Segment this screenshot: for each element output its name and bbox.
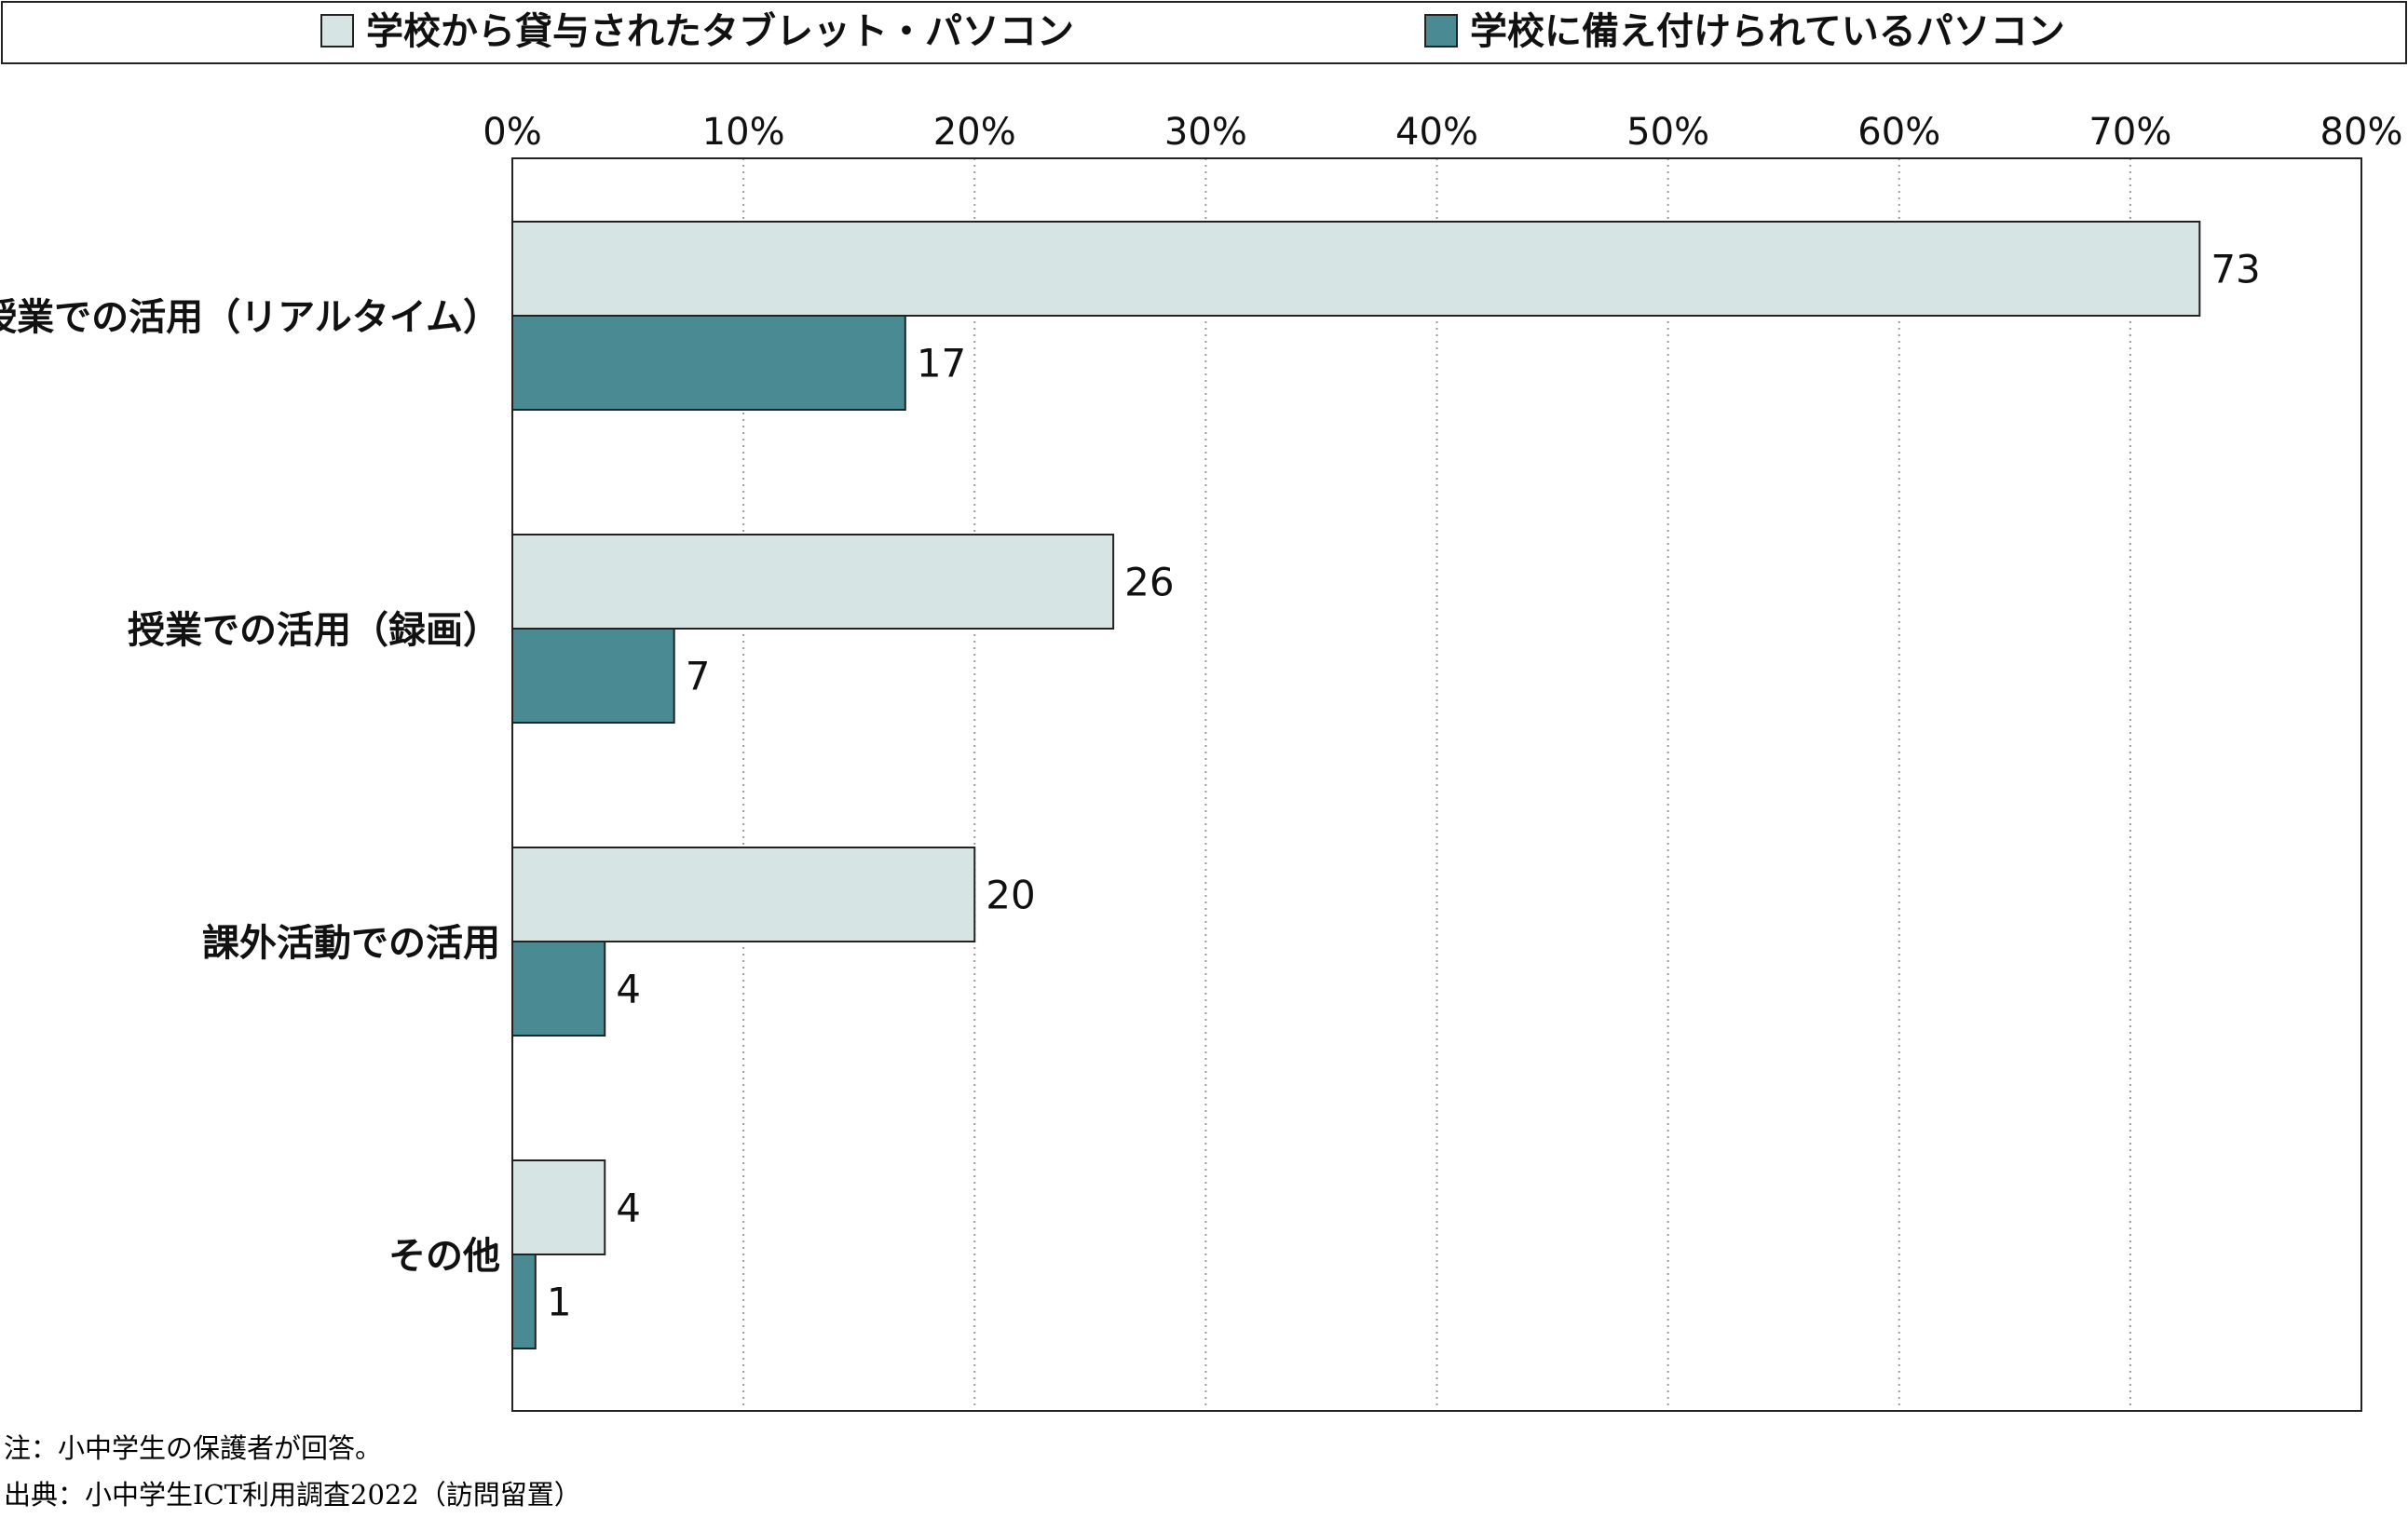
bar [511,1254,537,1349]
category-label: 課外活動での活用 [202,922,500,965]
data-labels: 73 17 26 7 20 4 4 1 [547,247,2261,1325]
legend-label: 学校から貸与されたタブレット・パソコン [366,10,1074,53]
bar [511,847,976,942]
data-label: 1 [547,1280,572,1325]
legend-swatch [1424,14,1458,47]
bars [511,221,2201,1349]
x-tick-label: 40% [1395,111,1478,154]
notes: 注：小中学生の保護者が回答。 出典：小中学生ICT利用調査2022（訪問留置） [4,1425,581,1518]
data-label: 7 [686,654,711,699]
bar [511,1159,606,1255]
note-text: 注：小中学生の保護者が回答。 [4,1432,383,1464]
x-tick-label: 30% [1164,111,1247,154]
x-tick-label: 70% [2088,111,2171,154]
category-label: 授業での活用（リアルタイム） [0,296,500,339]
x-tick-label: 80% [2320,111,2403,154]
data-label: 26 [1124,560,1174,605]
bar [511,221,2201,317]
data-label: 20 [986,873,1035,918]
x-tick-label: 0% [483,111,541,154]
legend-label: 学校に備え付けられているパソコン [1470,10,2065,53]
x-tick-label: 60% [1857,111,1940,154]
data-label: 4 [616,967,641,1012]
bar [511,315,906,411]
category-label: 授業での活用（録画） [128,609,500,652]
legend-box [1,1,2407,64]
data-label: 73 [2211,247,2260,292]
category-label: その他 [388,1235,500,1278]
bar [511,941,606,1037]
x-tick-label: 10% [702,111,785,154]
x-tick-label: 50% [1626,111,1709,154]
bar [511,628,675,724]
legend: 学校から貸与されたタブレット・パソコン 学校に備え付けられているパソコン [1,1,2407,64]
x-axis-ticks: 0% 10% 20% 30% 40% 50% 60% 70% 80% [483,111,2402,154]
plot-frame [511,157,2362,1412]
x-tick-label: 20% [933,111,1016,154]
source-text: 出典：小中学生ICT利用調査2022（訪問留置） [4,1479,581,1511]
data-label: 4 [616,1186,641,1231]
data-label: 17 [917,341,966,386]
bar [511,534,1115,630]
legend-swatch [320,14,354,47]
